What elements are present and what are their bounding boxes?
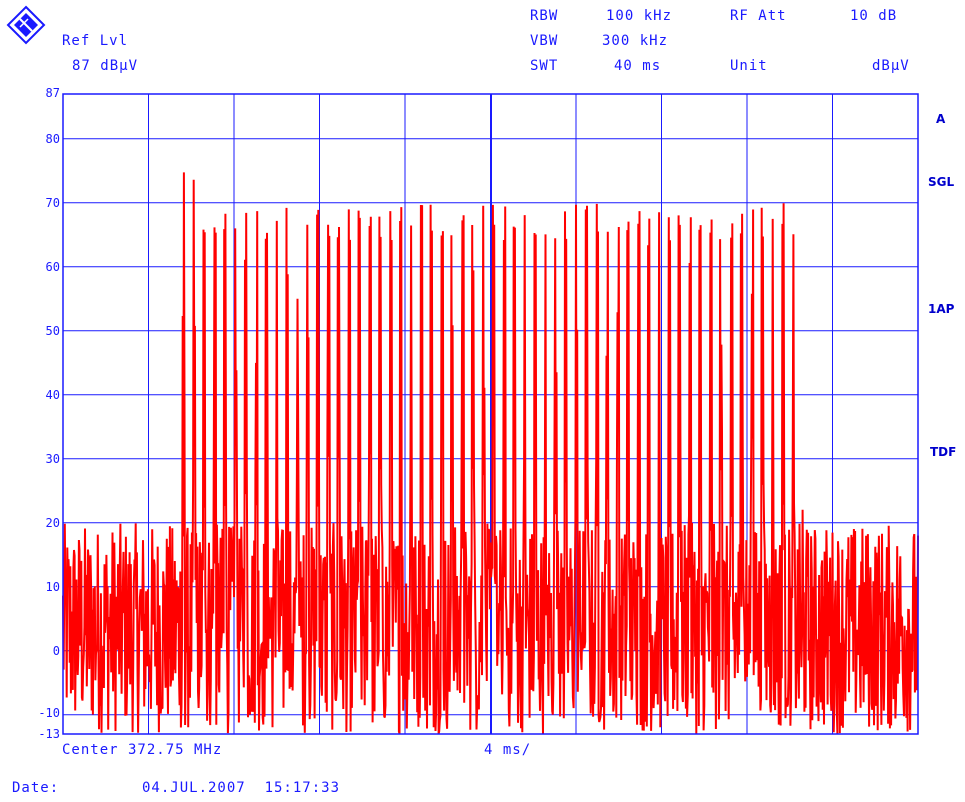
- y-tick-label: 60: [45, 259, 60, 274]
- y-tick-label: 40: [45, 387, 60, 402]
- y-tick-label: -10: [38, 705, 60, 720]
- ap-indicator: 1AP: [928, 302, 955, 316]
- tdf-indicator: TDF: [930, 445, 957, 459]
- y-tick-label: 10: [45, 579, 60, 594]
- y-tick-label: 50: [45, 323, 60, 338]
- ref-level-value: 87 dBµV: [72, 58, 139, 74]
- swt-label: SWT: [530, 58, 559, 74]
- y-tick-label: -13: [38, 727, 60, 741]
- sgl-indicator: SGL: [928, 175, 955, 189]
- rf-att-value: 10 dB: [850, 8, 898, 24]
- unit-value: dBµV: [872, 58, 910, 74]
- y-tick-label: 70: [45, 195, 60, 210]
- y-tick-label: 80: [45, 131, 60, 146]
- time-per-division: 4 ms/: [484, 742, 532, 758]
- y-tick-label: 87: [45, 86, 60, 100]
- rohde-schwarz-logo-icon: [6, 5, 46, 45]
- y-tick-label: 20: [45, 515, 60, 530]
- unit-label: Unit: [730, 58, 768, 74]
- rbw-value: 100 kHz: [606, 8, 673, 24]
- vbw-label: VBW: [530, 33, 559, 49]
- swt-value: 40 ms: [614, 58, 662, 74]
- center-frequency: Center 372.75 MHz: [62, 742, 223, 758]
- vbw-value: 300 kHz: [602, 33, 669, 49]
- trace-indicator: A: [936, 112, 946, 126]
- date-label: Date:: [12, 780, 60, 796]
- rf-att-label: RF Att: [730, 8, 787, 24]
- rbw-label: RBW: [530, 8, 559, 24]
- y-tick-label: 30: [45, 451, 60, 466]
- ref-level-label: Ref Lvl: [62, 33, 129, 49]
- y-tick-label: 0: [52, 643, 60, 658]
- plot-frame: [62, 93, 919, 735]
- trace-line: [62, 172, 919, 735]
- date-value: 04.JUL.2007 15:17:33: [142, 780, 341, 796]
